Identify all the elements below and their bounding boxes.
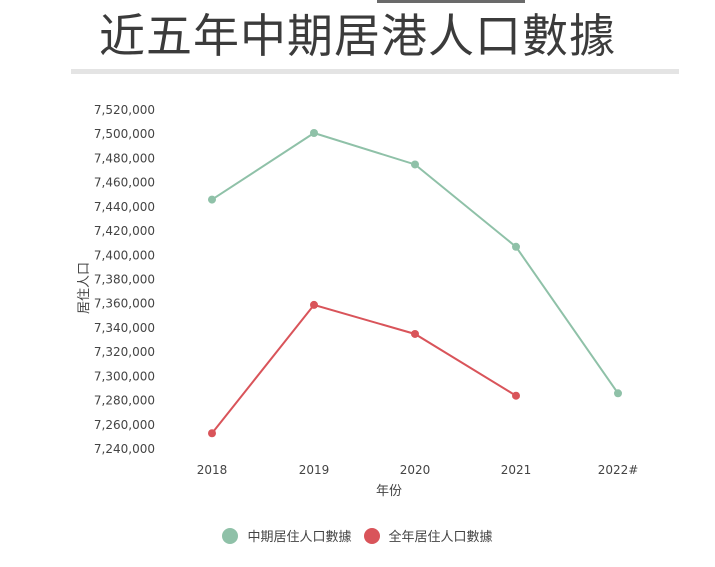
x-tick-label: 2021: [501, 463, 532, 477]
y-tick-label: 7,460,000: [94, 176, 155, 190]
series-line-1: [211, 303, 517, 434]
y-tick-label: 7,340,000: [94, 321, 155, 335]
y-tick-label: 7,500,000: [94, 127, 155, 141]
data-point[interactable]: [310, 129, 318, 138]
legend-item-midyear[interactable]: 中期居住人口數據: [222, 526, 352, 545]
y-tick-label: 7,420,000: [94, 224, 155, 238]
data-point[interactable]: [614, 389, 622, 398]
legend-marker-icon: [222, 527, 239, 544]
legend-marker-icon: [363, 527, 380, 544]
legend-label: 全年居住人口數據: [388, 530, 493, 545]
series-group: [208, 129, 622, 438]
data-point[interactable]: [310, 300, 318, 309]
page-title: 近五年中期居港人口數據: [99, 9, 616, 63]
data-point[interactable]: [411, 329, 419, 338]
x-tick-label: 2020: [400, 463, 431, 477]
x-axis: 2018 2019 2020 2021 2022#: [197, 463, 639, 477]
y-tick-label: 7,520,000: [94, 103, 155, 117]
x-axis-label: 年份: [376, 484, 402, 499]
title-underline: [71, 69, 679, 74]
data-point[interactable]: [208, 195, 216, 204]
y-tick-label: 7,380,000: [94, 273, 155, 287]
data-point[interactable]: [512, 391, 520, 400]
y-tick-label: 7,300,000: [94, 369, 155, 383]
x-tick-label: 2018: [197, 463, 228, 477]
legend-item-fullyear[interactable]: 全年居住人口數據: [363, 526, 493, 545]
y-axis-label: 居住人口: [77, 262, 92, 314]
x-tick-label: 2019: [299, 463, 330, 477]
y-tick-label: 7,440,000: [94, 200, 155, 214]
y-tick-label: 7,400,000: [94, 248, 155, 262]
y-tick-label: 7,260,000: [94, 418, 155, 432]
data-point[interactable]: [208, 429, 216, 438]
y-tick-label: 7,480,000: [94, 151, 155, 165]
legend-label: 中期居住人口數據: [247, 530, 352, 545]
data-point[interactable]: [411, 160, 419, 169]
y-tick-label: 7,360,000: [94, 297, 155, 311]
y-axis: 7,240,000 7,260,000 7,280,000 7,300,000 7,32…: [94, 103, 155, 456]
y-tick-label: 7,240,000: [94, 442, 155, 456]
top-decorative-rule: [377, 0, 525, 3]
legend: 中期居住人口數據 全年居住人口數據: [0, 526, 715, 545]
x-tick-label: 2022#: [598, 463, 639, 477]
y-tick-label: 7,280,000: [94, 394, 155, 408]
data-point[interactable]: [512, 242, 520, 251]
y-tick-label: 7,320,000: [94, 345, 155, 359]
series-line-0: [211, 131, 619, 394]
